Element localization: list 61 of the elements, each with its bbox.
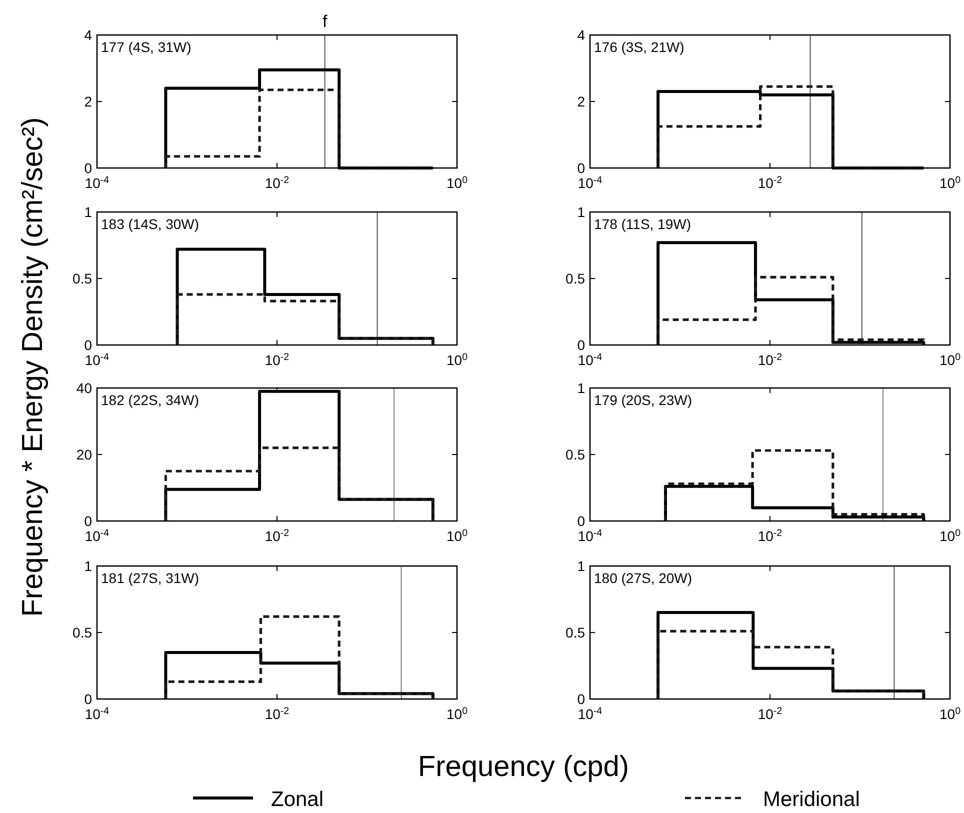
- y-tick-label: 2: [577, 93, 586, 110]
- y-tick-label: 4: [577, 26, 586, 43]
- y-tick-label: 4: [84, 26, 92, 43]
- x-tick-label: 10$^{0}$: [939, 352, 962, 368]
- legend-label: Meridional: [763, 788, 860, 811]
- y-tick-label: 0.5: [72, 270, 92, 286]
- x-tick-label: 10$^{-4}$: [84, 528, 110, 544]
- x-tick-label: 10$^{-2}$: [758, 174, 782, 191]
- x-tick-label: 10$^{-4}$: [84, 174, 110, 191]
- annotation: 177 (4S, 31W): [101, 39, 192, 55]
- y-tick-label: 0: [84, 160, 92, 176]
- y-tick-label: 1: [84, 558, 92, 574]
- y-tick-label: 0.5: [566, 624, 586, 640]
- x-tick-label: 10$^{0}$: [446, 706, 468, 722]
- x-tick-label: 10$^{0}$: [939, 706, 962, 722]
- y-tick-label: 0: [84, 336, 92, 353]
- y-tick-label: 0.5: [566, 446, 586, 462]
- x-tick-label: 10$^{0}$: [939, 174, 962, 191]
- x-tick-label: 10$^{-2}$: [264, 706, 290, 722]
- y-tick-label: 0: [84, 690, 92, 707]
- x-tick-label: 10$^{-2}$: [264, 528, 290, 544]
- x-tick-label: 10$^{-4}$: [578, 528, 603, 544]
- annotation: 178 (11S, 19W): [594, 216, 692, 232]
- y-tick-label: 0: [84, 512, 92, 529]
- y-tick-label: 0: [577, 512, 586, 529]
- x-tick-label: 10$^{-4}$: [84, 706, 110, 722]
- x-tick-label: 10$^{-2}$: [758, 352, 782, 368]
- x-tick-label: 10$^{-4}$: [84, 352, 110, 368]
- y-tick-label: 0: [577, 160, 586, 176]
- y-axis-title: Frequency * Energy Density (cm²/sec²): [17, 117, 49, 617]
- x-tick-label: 10$^{0}$: [446, 352, 468, 368]
- x-tick-label: 10$^{0}$: [939, 528, 962, 544]
- x-tick-label: 10$^{-2}$: [758, 528, 782, 544]
- annotation: 180 (27S, 20W): [594, 570, 692, 586]
- x-tick-label: 10$^{-4}$: [578, 706, 603, 722]
- y-tick-label: 1: [577, 380, 586, 396]
- x-tick-label: 10$^{0}$: [446, 528, 468, 544]
- y-tick-label: 0.5: [566, 270, 586, 286]
- x-tick-label: 10$^{0}$: [446, 174, 468, 191]
- annotation: 179 (20S, 23W): [594, 392, 692, 408]
- y-tick-label: 1: [577, 204, 586, 220]
- legend-label: Zonal: [271, 788, 324, 811]
- x-tick-label: 10$^{-4}$: [578, 352, 603, 368]
- y-tick-label: 1: [84, 204, 92, 220]
- y-tick-label: 20: [76, 446, 92, 462]
- x-tick-label: 10$^{-2}$: [264, 352, 290, 368]
- annotation: 181 (27S, 31W): [101, 570, 200, 586]
- y-tick-label: 1: [577, 558, 586, 574]
- annotation: 182 (22S, 34W): [101, 392, 200, 408]
- x-tick-label: 10$^{-4}$: [578, 174, 603, 191]
- ref-line-label: f: [322, 12, 328, 31]
- y-tick-label: 0: [577, 690, 586, 707]
- y-tick-label: 2: [84, 93, 92, 110]
- x-axis-title: Frequency (cpd): [418, 751, 630, 783]
- y-tick-label: 40: [76, 380, 92, 396]
- x-tick-label: 10$^{-2}$: [264, 174, 290, 191]
- annotation: 176 (3S, 21W): [594, 39, 684, 55]
- y-tick-label: 0.5: [72, 624, 92, 640]
- y-tick-label: 0: [577, 336, 586, 353]
- annotation: 183 (14S, 30W): [101, 216, 200, 232]
- x-tick-label: 10$^{-2}$: [758, 706, 782, 722]
